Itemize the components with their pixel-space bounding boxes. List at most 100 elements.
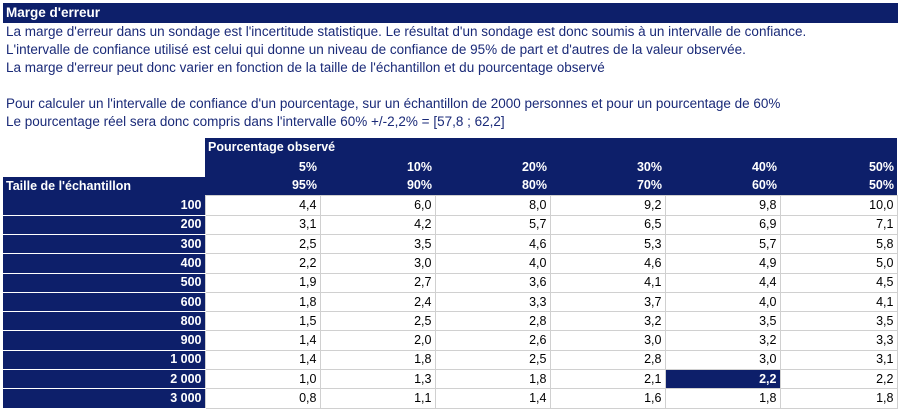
value-cell: 6,5 — [549, 214, 666, 235]
value-cell: 3,3 — [779, 330, 898, 351]
value-cell: 3,3 — [434, 291, 551, 313]
value-cell: 3,0 — [549, 330, 666, 351]
value-cell: 1,4 — [434, 388, 551, 409]
pct-top-header: 50% — [780, 156, 897, 177]
value-cell: 3,0 — [664, 349, 781, 371]
sample-size-cell: 300 — [3, 234, 205, 255]
sample-size-cell: 2 000 — [3, 369, 205, 390]
sample-size-cell: 600 — [3, 292, 205, 313]
value-cell: 10,0 — [779, 195, 898, 216]
value-cell: 2,4 — [319, 291, 436, 313]
pct-bottom-header: 95% — [205, 176, 320, 196]
value-cell: 2,2 — [204, 253, 321, 274]
table-row: 600 1,8 2,4 3,3 3,7 4,0 4,1 — [3, 291, 898, 313]
table-row: 3 000 0,8 1,1 1,4 1,6 1,8 1,8 — [3, 388, 898, 409]
value-cell: 1,6 — [549, 388, 666, 409]
value-cell: 2,2 — [779, 369, 898, 390]
example-line-2: Le pourcentage réel sera donc compris da… — [6, 114, 505, 129]
table-row: 300 2,5 3,5 4,6 5,3 5,7 5,8 — [3, 233, 898, 255]
value-cell: 9,2 — [549, 195, 666, 216]
value-cell: 3,6 — [434, 272, 551, 293]
value-cell: 8,0 — [434, 195, 551, 216]
highlighted-value-cell: 2,2 — [665, 369, 780, 389]
value-cell: 1,3 — [319, 369, 436, 390]
value-cell: 3,1 — [204, 214, 321, 235]
value-cell: 4,0 — [664, 291, 781, 313]
value-cell: 4,1 — [549, 272, 666, 293]
value-cell: 3,5 — [779, 311, 898, 332]
margin-of-error-table: Pourcentage observé 5% 10% 20% 30% 40% 5… — [3, 138, 898, 409]
value-cell: 2,5 — [319, 311, 436, 332]
value-cell: 2,6 — [434, 330, 551, 351]
value-cell: 2,0 — [319, 330, 436, 351]
value-cell: 5,7 — [664, 233, 781, 255]
value-cell: 0,8 — [204, 388, 321, 409]
value-cell: 4,0 — [434, 253, 551, 274]
group-header-row: Pourcentage observé — [3, 138, 897, 158]
example-line-1: Pour calculer un l'intervalle de confian… — [6, 96, 781, 111]
value-cell: 5,8 — [779, 233, 898, 255]
table-row: 900 1,4 2,0 2,6 3,0 3,2 3,3 — [3, 330, 898, 351]
table-row: 2 000 1,0 1,3 1,8 2,1 2,2 2,2 — [3, 369, 898, 390]
table-row: 100 4,4 6,0 8,0 9,2 9,8 10,0 — [3, 195, 898, 216]
value-cell: 4,6 — [434, 233, 551, 255]
value-cell: 4,4 — [664, 272, 781, 293]
sample-size-cell: 1 000 — [3, 350, 205, 371]
value-cell: 1,8 — [779, 388, 898, 409]
value-cell: 4,6 — [549, 253, 666, 274]
group-header: Pourcentage observé — [205, 138, 897, 158]
value-cell: 4,5 — [779, 272, 898, 293]
value-cell: 9,8 — [664, 195, 781, 216]
value-cell: 1,8 — [664, 388, 781, 409]
value-cell: 1,5 — [204, 311, 321, 332]
value-cell: 3,2 — [549, 311, 666, 332]
value-cell: 3,5 — [319, 233, 436, 255]
section-title: Marge d'erreur — [3, 3, 898, 23]
table-row: 1 000 1,4 1,8 2,5 2,8 3,0 3,1 — [3, 349, 898, 371]
value-cell: 3,5 — [664, 311, 781, 332]
table-row: 800 1,5 2,5 2,8 3,2 3,5 3,5 — [3, 311, 898, 332]
pct-bottom-header: 70% — [550, 176, 665, 196]
value-cell: 2,5 — [434, 349, 551, 371]
value-cell: 1,1 — [319, 388, 436, 409]
sample-size-cell: 900 — [3, 330, 205, 351]
value-cell: 2,8 — [549, 349, 666, 371]
value-cell: 1,8 — [319, 349, 436, 371]
value-cell: 4,4 — [204, 195, 321, 216]
pct-top-header: 20% — [435, 156, 550, 177]
value-cell: 2,1 — [549, 369, 666, 390]
value-cell: 5,0 — [779, 253, 898, 274]
pct-bottom-row: Taille de l'échantillon 95% 90% 80% 70% … — [3, 176, 897, 196]
sample-size-cell: 400 — [3, 253, 205, 274]
value-cell: 1,8 — [204, 291, 321, 313]
value-cell: 1,8 — [434, 369, 551, 390]
table-row: 200 3,1 4,2 5,7 6,5 6,9 7,1 — [3, 214, 898, 235]
value-cell: 3,2 — [664, 330, 781, 351]
value-cell: 3,1 — [779, 349, 898, 371]
value-cell: 1,4 — [204, 349, 321, 371]
table-row: 500 1,9 2,7 3,6 4,1 4,4 4,5 — [3, 272, 898, 293]
sample-size-cell: 3 000 — [3, 388, 205, 409]
value-cell: 2,5 — [204, 233, 321, 255]
header-corner — [3, 138, 205, 158]
header-corner-2 — [3, 157, 205, 177]
value-cell: 6,9 — [664, 214, 781, 235]
pct-top-header: 40% — [665, 156, 780, 177]
value-cell: 4,1 — [779, 291, 898, 313]
pct-bottom-header: 90% — [320, 176, 435, 196]
value-cell: 4,9 — [664, 253, 781, 274]
value-cell: 2,7 — [319, 272, 436, 293]
sample-size-cell: 500 — [3, 273, 205, 293]
value-cell: 1,0 — [204, 369, 321, 390]
pct-top-header: 5% — [205, 156, 320, 177]
pct-top-header: 10% — [320, 156, 435, 177]
sample-size-cell: 100 — [3, 195, 205, 216]
pct-bottom-header: 60% — [665, 176, 780, 196]
pct-top-header: 30% — [550, 156, 665, 177]
value-cell: 4,2 — [319, 214, 436, 235]
pct-bottom-header: 50% — [780, 176, 897, 196]
intro-line-3: La marge d'erreur peut donc varier en fo… — [6, 60, 605, 75]
value-cell: 5,7 — [434, 214, 551, 235]
value-cell: 3,0 — [319, 253, 436, 274]
value-cell: 2,8 — [434, 311, 551, 332]
